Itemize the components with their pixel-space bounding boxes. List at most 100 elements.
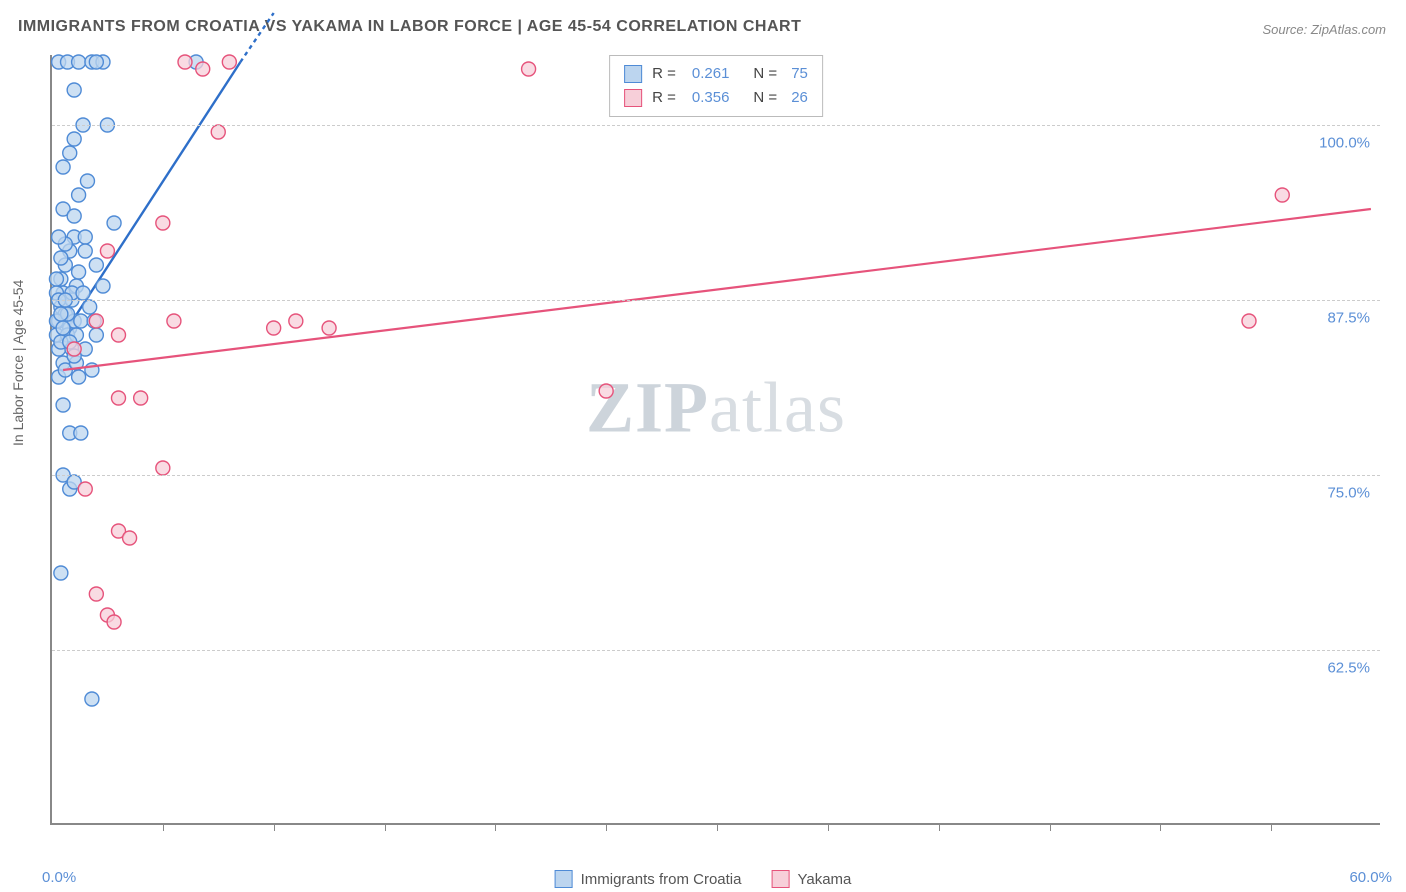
data-point — [107, 216, 121, 230]
x-tick — [1160, 823, 1161, 831]
x-tick — [606, 823, 607, 831]
y-tick-label: 62.5% — [1327, 660, 1370, 677]
y-tick-label: 75.0% — [1327, 485, 1370, 502]
legend-r-label: R = — [652, 62, 676, 86]
data-point — [123, 531, 137, 545]
data-point — [67, 342, 81, 356]
data-point — [322, 321, 336, 335]
data-point — [67, 209, 81, 223]
data-point — [522, 62, 536, 76]
data-point — [112, 391, 126, 405]
legend-label: Immigrants from Croatia — [581, 871, 742, 888]
data-point — [78, 244, 92, 258]
plot-svg — [52, 55, 1380, 823]
data-point — [599, 384, 613, 398]
data-point — [67, 132, 81, 146]
y-axis-title: In Labor Force | Age 45-54 — [10, 280, 26, 446]
data-point — [85, 692, 99, 706]
data-point — [74, 314, 88, 328]
legend-n-label: N = — [753, 86, 777, 110]
data-point — [107, 615, 121, 629]
data-point — [112, 328, 126, 342]
data-point — [49, 272, 63, 286]
legend-row: R = 0.261 N = 75 — [624, 62, 808, 86]
x-tick — [274, 823, 275, 831]
gridline-h — [52, 300, 1380, 301]
gridline-h — [52, 475, 1380, 476]
data-point — [72, 188, 86, 202]
data-point — [156, 216, 170, 230]
source-attribution: Source: ZipAtlas.com — [1262, 22, 1386, 37]
data-point — [72, 265, 86, 279]
scatter-plot: ZIPatlas R =0.261N =75R =0.356N =26 62.5… — [50, 55, 1380, 825]
data-point — [52, 230, 66, 244]
data-point — [1242, 314, 1256, 328]
gridline-h — [52, 125, 1380, 126]
data-point — [178, 55, 192, 69]
legend-swatch — [624, 65, 642, 83]
data-point — [156, 461, 170, 475]
legend-swatch — [624, 89, 642, 107]
series-legend: Immigrants from Croatia Yakama — [555, 870, 852, 888]
x-tick — [828, 823, 829, 831]
data-point — [89, 55, 103, 69]
data-point — [78, 230, 92, 244]
legend-r-value: 0.356 — [692, 86, 730, 110]
data-point — [134, 391, 148, 405]
legend-r-value: 0.261 — [692, 62, 730, 86]
y-tick-label: 87.5% — [1327, 310, 1370, 327]
data-point — [89, 587, 103, 601]
data-point — [89, 258, 103, 272]
x-tick — [385, 823, 386, 831]
data-point — [80, 174, 94, 188]
data-point — [72, 55, 86, 69]
x-tick — [495, 823, 496, 831]
legend-row: R = 0.356 N = 26 — [624, 86, 808, 110]
data-point — [100, 244, 114, 258]
chart-title: IMMIGRANTS FROM CROATIA VS YAKAMA IN LAB… — [18, 18, 801, 36]
data-point — [167, 314, 181, 328]
legend-label: Yakama — [797, 871, 851, 888]
data-point — [54, 566, 68, 580]
data-point — [196, 62, 210, 76]
data-point — [289, 314, 303, 328]
data-point — [89, 314, 103, 328]
legend-swatch — [555, 870, 573, 888]
data-point — [54, 251, 68, 265]
y-tick-label: 100.0% — [1319, 135, 1370, 152]
legend-item: Yakama — [771, 870, 851, 888]
x-axis-max-label: 60.0% — [1349, 869, 1392, 886]
data-point — [76, 286, 90, 300]
legend-n-value: 26 — [791, 86, 808, 110]
data-point — [72, 370, 86, 384]
data-point — [56, 321, 70, 335]
data-point — [56, 160, 70, 174]
legend-item: Immigrants from Croatia — [555, 870, 742, 888]
data-point — [67, 83, 81, 97]
gridline-h — [52, 650, 1380, 651]
x-tick — [1271, 823, 1272, 831]
data-point — [83, 300, 97, 314]
x-tick — [1050, 823, 1051, 831]
data-point — [96, 279, 110, 293]
data-point — [56, 398, 70, 412]
legend-n-label: N = — [753, 62, 777, 86]
data-point — [63, 146, 77, 160]
legend-n-value: 75 — [791, 62, 808, 86]
regression-line — [63, 209, 1371, 370]
data-point — [211, 125, 225, 139]
data-point — [78, 482, 92, 496]
x-axis-min-label: 0.0% — [42, 869, 76, 886]
legend-swatch — [771, 870, 789, 888]
x-tick — [939, 823, 940, 831]
data-point — [54, 307, 68, 321]
data-point — [1275, 188, 1289, 202]
x-tick — [717, 823, 718, 831]
x-tick — [163, 823, 164, 831]
data-point — [267, 321, 281, 335]
data-point — [89, 328, 103, 342]
data-point — [74, 426, 88, 440]
legend-r-label: R = — [652, 86, 676, 110]
data-point — [222, 55, 236, 69]
stats-legend: R = 0.261 N = 75 R = 0.356 N = 26 — [609, 55, 823, 117]
